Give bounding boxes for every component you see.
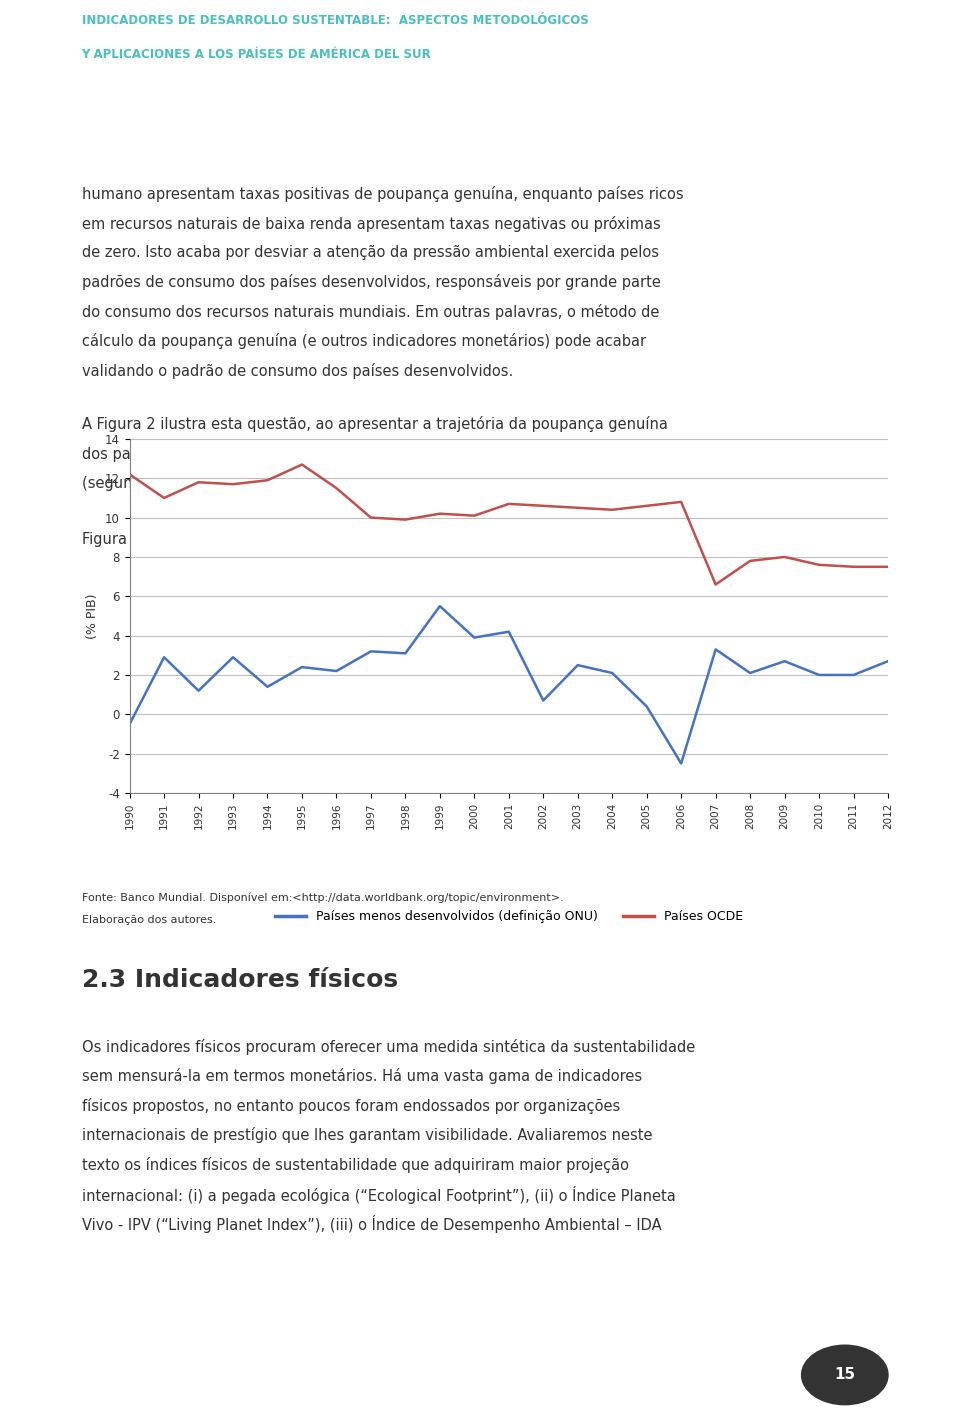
Text: A Figura 2 ilustra esta questão, ao apresentar a trajetória da poupança genuína: A Figura 2 ilustra esta questão, ao apre…: [82, 416, 667, 432]
Text: Elaboração dos autores.: Elaboração dos autores.: [82, 915, 216, 925]
Text: sem mensurá-la em termos monetários. Há uma vasta gama de indicadores: sem mensurá-la em termos monetários. Há …: [82, 1069, 641, 1085]
Text: do consumo dos recursos naturais mundiais. Em outras palavras, o método de: do consumo dos recursos naturais mundiai…: [82, 304, 659, 320]
Text: físicos propostos, no entanto poucos foram endossados por organizações: físicos propostos, no entanto poucos for…: [82, 1097, 620, 1114]
Text: internacional: (i) a pegada ecológica (“Ecological Footprint”), (ii) o Índice Pl: internacional: (i) a pegada ecológica (“…: [82, 1187, 675, 1204]
Text: texto os índices físicos de sustentabilidade que adquiriram maior projeção: texto os índices físicos de sustentabili…: [82, 1157, 629, 1172]
Text: Fonte: Banco Mundial. Disponível em:<http://data.worldbank.org/topic/environment: Fonte: Banco Mundial. Disponível em:<htt…: [82, 892, 564, 902]
Text: internacionais de prestígio que lhes garantam visibilidade. Avaliaremos neste: internacionais de prestígio que lhes gar…: [82, 1127, 652, 1143]
Text: padrões de consumo dos países desenvolvidos, responsáveis por grande parte: padrões de consumo dos países desenvolvi…: [82, 275, 660, 290]
Text: dos países membros da OCDE e do conjunto de países menos desenvolvidos: dos países membros da OCDE e do conjunto…: [82, 446, 645, 462]
Text: de zero. Isto acaba por desviar a atenção da pressão ambiental exercida pelos: de zero. Isto acaba por desviar a atençã…: [82, 245, 659, 261]
Text: 15: 15: [834, 1368, 855, 1382]
Text: 2.3 Indicadores físicos: 2.3 Indicadores físicos: [82, 969, 397, 993]
Circle shape: [802, 1345, 888, 1405]
Text: Figura 2: poupança genuína 1990 – 2012: Figura 2: poupança genuína 1990 – 2012: [82, 531, 382, 547]
Text: Os indicadores físicos procuram oferecer uma medida sintética da sustentabilidad: Os indicadores físicos procuram oferecer…: [82, 1039, 695, 1055]
Text: Vivo - IPV (“Living Planet Index”), (iii) o Índice de Desempenho Ambiental – IDA: Vivo - IPV (“Living Planet Index”), (iii…: [82, 1215, 661, 1233]
Text: cálculo da poupança genuína (e outros indicadores monetários) pode acabar: cálculo da poupança genuína (e outros in…: [82, 333, 646, 350]
Text: INDICADORES DE DESARROLLO SUSTENTABLE:  ASPECTOS METODOLÓGICOS: INDICADORES DE DESARROLLO SUSTENTABLE: A…: [82, 14, 588, 27]
Text: validando o padrão de consumo dos países desenvolvidos.: validando o padrão de consumo dos países…: [82, 362, 513, 378]
Text: em recursos naturais de baixa renda apresentam taxas negativas ou próximas: em recursos naturais de baixa renda apre…: [82, 215, 660, 232]
Legend: Países menos desenvolvidos (definição ONU), Países OCDE: Países menos desenvolvidos (definição ON…: [270, 905, 748, 929]
Text: Y APLICACIONES A LOS PAÍSES DE AMÉRICA DEL SUR: Y APLICACIONES A LOS PAÍSES DE AMÉRICA D…: [82, 48, 431, 61]
Text: humano apresentam taxas positivas de poupança genuína, enquanto países ricos: humano apresentam taxas positivas de pou…: [82, 187, 684, 202]
Text: (segundo a definição adotada pela ONU) para o período 1990-2012.: (segundo a definição adotada pela ONU) p…: [82, 474, 581, 491]
Y-axis label: (% PIB): (% PIB): [86, 593, 99, 639]
